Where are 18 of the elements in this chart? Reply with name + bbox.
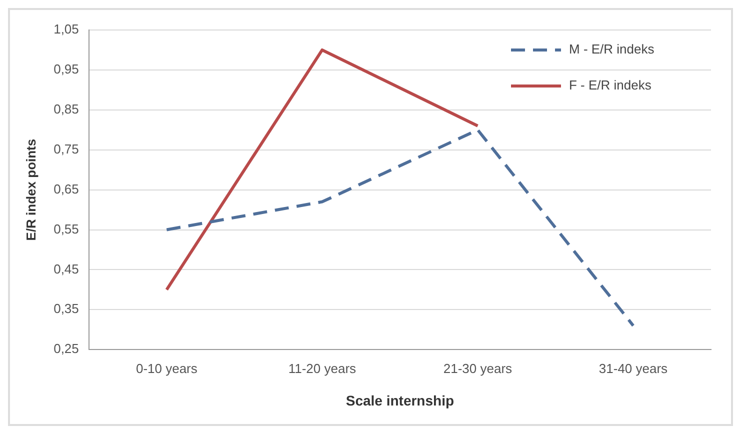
legend-label: F - E/R indeks <box>569 78 652 93</box>
y-axis-title: E/R index points <box>23 138 38 241</box>
y-tick-label: 0,25 <box>54 341 79 356</box>
legend-label: M - E/R indeks <box>569 42 655 57</box>
y-tick-label: 0,65 <box>54 181 79 196</box>
y-tick-label: 0,45 <box>54 261 79 276</box>
y-tick-label: 0,55 <box>54 221 79 236</box>
y-tick-label: 1,05 <box>54 22 79 37</box>
x-tick-label: 11-20 years <box>288 360 357 376</box>
x-tick-label: 21-30 years <box>443 360 513 376</box>
x-axis-title: Scale internship <box>346 392 454 408</box>
line-series <box>165 128 635 328</box>
y-tick-label: 0,85 <box>54 101 79 116</box>
y-tick-label: 0,35 <box>54 301 79 316</box>
x-tick-label: 0-10 years <box>136 360 198 376</box>
x-tick-label: 31-40 years <box>598 360 668 376</box>
y-tick-label: 0,95 <box>54 62 79 77</box>
y-tick-label: 0,75 <box>54 141 79 156</box>
